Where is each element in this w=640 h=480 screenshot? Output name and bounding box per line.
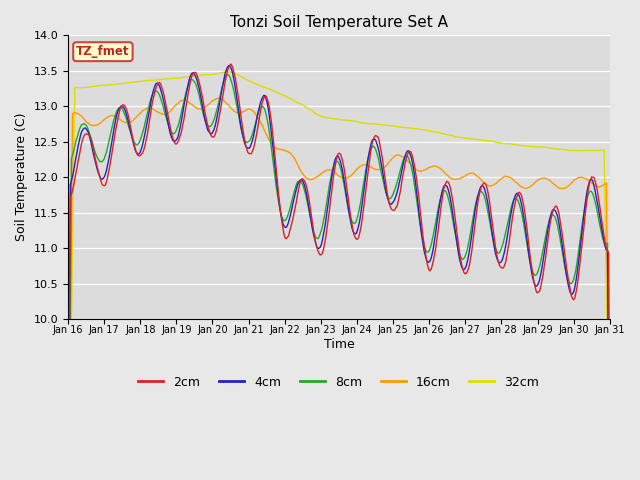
32cm: [294, 100, 301, 106]
Line: 32cm: 32cm: [68, 72, 610, 480]
32cm: [394, 124, 402, 130]
8cm: [234, 107, 241, 113]
Line: 2cm: 2cm: [68, 64, 610, 480]
Legend: 2cm, 4cm, 8cm, 16cm, 32cm: 2cm, 4cm, 8cm, 16cm, 32cm: [134, 371, 545, 394]
16cm: [234, 110, 241, 116]
16cm: [557, 186, 565, 192]
4cm: [463, 259, 471, 265]
16cm: [214, 96, 222, 101]
Title: Tonzi Soil Temperature Set A: Tonzi Soil Temperature Set A: [230, 15, 448, 30]
32cm: [557, 146, 565, 152]
Text: TZ_fmet: TZ_fmet: [76, 45, 130, 58]
Line: 8cm: 8cm: [68, 75, 610, 480]
2cm: [463, 269, 471, 275]
4cm: [294, 182, 301, 188]
8cm: [369, 144, 376, 150]
4cm: [225, 63, 232, 69]
2cm: [606, 444, 614, 450]
8cm: [223, 72, 231, 78]
32cm: [463, 135, 471, 141]
Line: 16cm: 16cm: [68, 98, 610, 480]
2cm: [227, 61, 235, 67]
2cm: [557, 224, 565, 230]
X-axis label: Time: Time: [323, 338, 355, 351]
Y-axis label: Soil Temperature (C): Soil Temperature (C): [15, 113, 28, 241]
4cm: [234, 101, 241, 107]
32cm: [223, 69, 231, 75]
2cm: [369, 140, 376, 146]
32cm: [234, 72, 241, 78]
2cm: [294, 191, 301, 197]
16cm: [394, 152, 402, 158]
16cm: [463, 171, 471, 177]
16cm: [369, 165, 376, 171]
Line: 4cm: 4cm: [68, 66, 610, 480]
4cm: [394, 185, 402, 191]
2cm: [394, 198, 402, 204]
4cm: [557, 235, 565, 240]
8cm: [294, 179, 301, 185]
8cm: [394, 175, 402, 181]
16cm: [294, 162, 301, 168]
4cm: [369, 137, 376, 143]
8cm: [463, 247, 471, 252]
8cm: [557, 242, 565, 248]
2cm: [234, 89, 241, 95]
32cm: [369, 121, 376, 127]
